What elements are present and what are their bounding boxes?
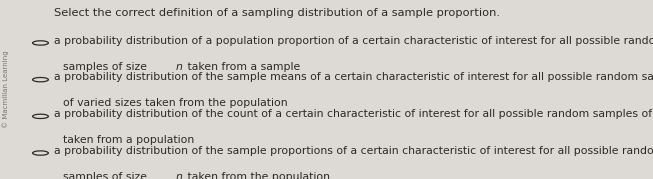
Text: taken from a sample: taken from a sample <box>184 62 301 72</box>
Text: of varied sizes taken from the population: of varied sizes taken from the populatio… <box>63 98 287 108</box>
Text: n: n <box>176 62 182 72</box>
Text: a probability distribution of the sample means of a certain characteristic of in: a probability distribution of the sample… <box>54 72 653 83</box>
Text: taken from the population: taken from the population <box>184 172 330 179</box>
Text: samples of size: samples of size <box>63 62 150 72</box>
Text: taken from a population: taken from a population <box>63 135 194 145</box>
Text: a probability distribution of the sample proportions of a certain characteristic: a probability distribution of the sample… <box>54 146 653 156</box>
Text: a probability distribution of the count of a certain characteristic of interest : a probability distribution of the count … <box>54 109 653 119</box>
Text: a probability distribution of a population proportion of a certain characteristi: a probability distribution of a populati… <box>54 36 653 46</box>
Text: © Macmillan Learning: © Macmillan Learning <box>2 51 8 128</box>
Text: Select the correct definition of a sampling distribution of a sample proportion.: Select the correct definition of a sampl… <box>54 8 500 18</box>
Text: n: n <box>176 172 182 179</box>
Text: samples of size: samples of size <box>63 172 150 179</box>
